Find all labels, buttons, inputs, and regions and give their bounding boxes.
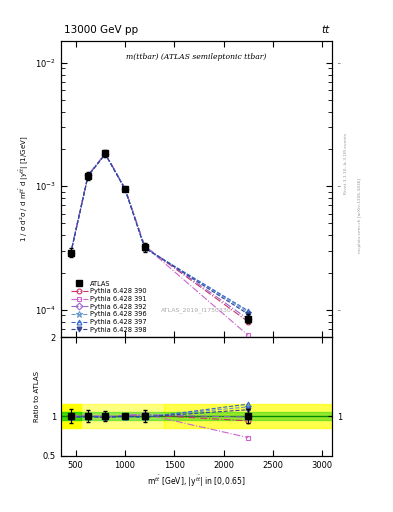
Pythia 6.428 397 — [68, 250, 73, 257]
Pythia 6.428 392 — [103, 151, 108, 157]
Pythia 6.428 391 — [123, 185, 127, 191]
Line: Pythia 6.428 396: Pythia 6.428 396 — [68, 151, 252, 316]
Pythia 6.428 396 — [246, 309, 251, 315]
Pythia 6.428 390 — [86, 173, 90, 179]
Y-axis label: 1 / σ d²σ / d m$^{t\bar{t}}$ d |y$^{t\bar{t}}$| [1/GeV]: 1 / σ d²σ / d m$^{t\bar{t}}$ d |y$^{t\ba… — [18, 136, 32, 242]
Pythia 6.428 396 — [86, 173, 90, 179]
Pythia 6.428 391 — [68, 249, 73, 255]
Pythia 6.428 397 — [103, 151, 108, 157]
Pythia 6.428 391 — [103, 151, 108, 157]
Pythia 6.428 392 — [142, 243, 147, 249]
Pythia 6.428 391 — [86, 172, 90, 178]
Pythia 6.428 396 — [142, 245, 147, 251]
Pythia 6.428 392 — [246, 316, 251, 322]
Pythia 6.428 392 — [123, 185, 127, 191]
Text: m(ttbar) (ATLAS semileptonic ttbar): m(ttbar) (ATLAS semileptonic ttbar) — [126, 53, 267, 61]
Pythia 6.428 392 — [68, 249, 73, 255]
Line: Pythia 6.428 398: Pythia 6.428 398 — [68, 152, 251, 317]
Pythia 6.428 398 — [142, 245, 147, 251]
Y-axis label: Ratio to ATLAS: Ratio to ATLAS — [34, 371, 40, 422]
Pythia 6.428 397 — [123, 186, 127, 193]
Text: Rivet 3.1.10, ≥ 3.1M events: Rivet 3.1.10, ≥ 3.1M events — [344, 133, 348, 195]
Pythia 6.428 398 — [123, 186, 127, 192]
Pythia 6.428 391 — [246, 332, 251, 338]
Pythia 6.428 396 — [123, 186, 127, 192]
Pythia 6.428 392 — [86, 173, 90, 179]
Pythia 6.428 398 — [103, 151, 108, 157]
Legend: ATLAS, Pythia 6.428 390, Pythia 6.428 391, Pythia 6.428 392, Pythia 6.428 396, P: ATLAS, Pythia 6.428 390, Pythia 6.428 39… — [70, 279, 148, 334]
X-axis label: m$^{t\bar{t}}$ [GeV], |y$^{t\bar{t}}$| in [0,0.65]: m$^{t\bar{t}}$ [GeV], |y$^{t\bar{t}}$| i… — [147, 474, 246, 489]
Pythia 6.428 397 — [246, 308, 251, 314]
Pythia 6.428 398 — [68, 250, 73, 257]
Line: Pythia 6.428 391: Pythia 6.428 391 — [68, 151, 251, 338]
Text: ATLAS_2019_I1750330: ATLAS_2019_I1750330 — [161, 308, 232, 313]
Line: Pythia 6.428 397: Pythia 6.428 397 — [68, 152, 251, 313]
Pythia 6.428 398 — [86, 173, 90, 179]
Text: 13000 GeV pp: 13000 GeV pp — [64, 25, 138, 35]
Pythia 6.428 398 — [246, 311, 251, 317]
Pythia 6.428 390 — [123, 186, 127, 192]
Pythia 6.428 397 — [86, 173, 90, 179]
Pythia 6.428 390 — [246, 318, 251, 325]
Line: Pythia 6.428 392: Pythia 6.428 392 — [68, 151, 251, 322]
Pythia 6.428 391 — [142, 243, 147, 249]
Line: Pythia 6.428 390: Pythia 6.428 390 — [68, 152, 251, 324]
Pythia 6.428 390 — [103, 151, 108, 157]
Pythia 6.428 390 — [68, 250, 73, 256]
Pythia 6.428 396 — [103, 151, 108, 157]
Pythia 6.428 390 — [142, 244, 147, 250]
Pythia 6.428 397 — [142, 245, 147, 251]
Text: tt: tt — [321, 25, 329, 35]
Pythia 6.428 396 — [68, 250, 73, 256]
Text: mcplots.cern.ch [arXiv:1306.3436]: mcplots.cern.ch [arXiv:1306.3436] — [358, 178, 362, 252]
